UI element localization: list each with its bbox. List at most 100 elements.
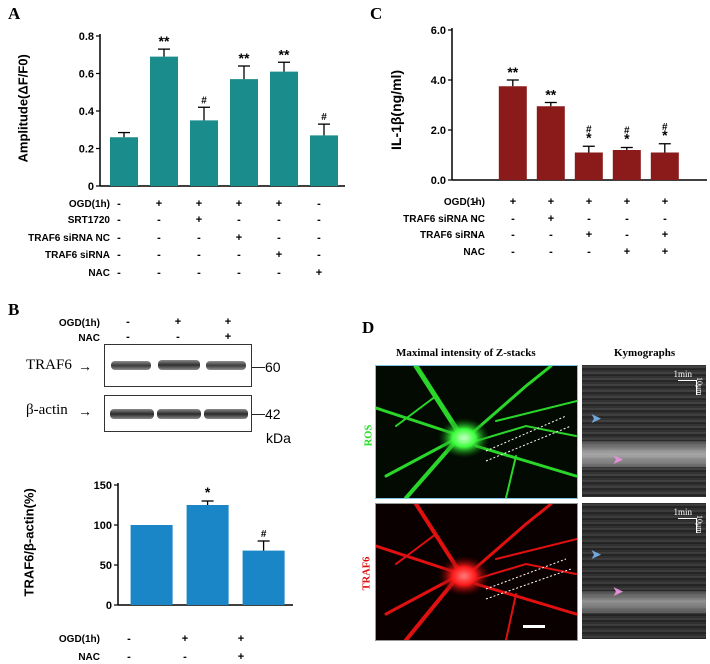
condition-sign: + (585, 229, 593, 241)
y-tick-label: 0.2 (79, 144, 94, 156)
condition-sign: - (117, 198, 121, 210)
y-tick-label: 100 (94, 520, 112, 532)
kda-unit: kDa (266, 430, 291, 446)
condition-sign: + (195, 198, 203, 210)
blot-condition-sign: - (176, 331, 180, 343)
traf6-band-1 (111, 361, 151, 370)
blot-label-actin: β-actin (26, 402, 68, 418)
significance-label: * (624, 131, 630, 147)
condition-label: NAC (88, 268, 110, 279)
bar (536, 106, 565, 180)
condition-sign: - (183, 651, 187, 663)
scale-dist-ros: 10μm (695, 377, 704, 396)
condition-sign: - (277, 267, 281, 279)
condition-sign: + (547, 196, 555, 208)
y-tick-label: 0.8 (79, 31, 94, 43)
condition-sign: + (195, 214, 203, 226)
significance-label: * (205, 484, 211, 500)
condition-sign: - (317, 214, 321, 226)
blue-arrow-icon: ➤ (590, 546, 602, 562)
bar (186, 505, 229, 605)
condition-sign: - (587, 213, 591, 225)
y-tick-label: 6.0 (431, 25, 446, 37)
condition-sign: + (275, 249, 283, 261)
kymo-band (582, 591, 706, 613)
condition-sign: - (277, 232, 281, 244)
condition-sign: - (511, 246, 515, 258)
ros-kymograph: 1min 10μm ➤ ➤ (582, 365, 706, 497)
significance-label: ** (159, 33, 170, 49)
condition-sign: + (585, 196, 593, 208)
condition-sign: - (157, 267, 161, 279)
condition-sign: - (473, 246, 477, 258)
condition-sign: - (625, 229, 629, 241)
significance-label: ** (279, 46, 290, 62)
scale-bar (523, 625, 545, 628)
scale-time-traf6: 1min (673, 507, 692, 517)
condition-sign: + (237, 633, 245, 645)
condition-sign: - (473, 229, 477, 241)
condition-sign: - (317, 198, 321, 210)
traf6-band-2 (158, 360, 200, 370)
condition-label: TRAF6 siRNA NC (28, 233, 110, 244)
condition-sign: - (663, 213, 667, 225)
condition-label: NAC (78, 652, 100, 663)
condition-sign: - (511, 213, 515, 225)
condition-sign: - (197, 249, 201, 261)
y-tick-label: 4.0 (431, 75, 446, 87)
condition-sign: - (157, 249, 161, 261)
blue-arrow-icon: ➤ (590, 410, 602, 426)
condition-sign: + (235, 198, 243, 210)
bar (190, 120, 218, 186)
condition-sign: + (623, 196, 631, 208)
blot-condition-sign: + (224, 331, 232, 343)
traf6-micrograph (375, 503, 578, 641)
scale-bar-icon (678, 380, 697, 395)
significance-label: # (201, 95, 207, 106)
bar (242, 550, 285, 605)
actin-band-2 (157, 409, 201, 419)
bar (574, 152, 603, 180)
condition-sign: - (237, 214, 241, 226)
row-label-traf6: TRAF6 (361, 556, 373, 591)
blot-condition-label: NAC (78, 333, 100, 344)
arrow-right-icon: → (78, 358, 92, 374)
bar (650, 152, 679, 180)
bar (612, 150, 641, 180)
blot-condition-sign: - (126, 316, 130, 328)
condition-sign: - (237, 249, 241, 261)
condition-sign: - (117, 232, 121, 244)
condition-sign: - (511, 229, 515, 241)
condition-sign: + (181, 633, 189, 645)
bar (498, 86, 527, 180)
condition-sign: - (197, 267, 201, 279)
panel-c-ylabel: IL-1β(ng/ml) (388, 69, 404, 150)
bar (110, 137, 138, 186)
traf6-blot (104, 344, 252, 387)
condition-sign: - (473, 196, 477, 208)
condition-sign: - (157, 232, 161, 244)
condition-sign: - (157, 214, 161, 226)
y-tick-label: 50 (100, 560, 112, 572)
panel-a-chart: 0 0.2 0.4 0.6 0.8 ** # ** ** # (79, 31, 345, 193)
condition-sign: - (317, 232, 321, 244)
blot-label-traf6: TRAF6 (26, 357, 72, 373)
condition-sign: + (315, 267, 323, 279)
significance-label: ** (507, 64, 518, 80)
pink-arrow-icon: ➤ (612, 451, 624, 467)
panel-d-letter: D (362, 318, 375, 337)
row-label-ros: ROS (363, 424, 375, 447)
condition-sign: - (587, 246, 591, 258)
panel-b-letter: B (8, 300, 20, 319)
condition-sign: - (625, 213, 629, 225)
condition-label: OGD(1h) (58, 634, 100, 645)
significance-label: ** (239, 50, 250, 66)
condition-sign: - (473, 213, 477, 225)
significance-label: # (624, 126, 630, 137)
condition-sign: - (549, 229, 553, 241)
condition-sign: + (235, 232, 243, 244)
header-kymographs: Kymographs (614, 347, 676, 359)
blot-condition-sign: - (126, 331, 130, 343)
condition-label: TRAF6 siRNA (419, 230, 485, 241)
actin-band-3 (204, 409, 248, 419)
